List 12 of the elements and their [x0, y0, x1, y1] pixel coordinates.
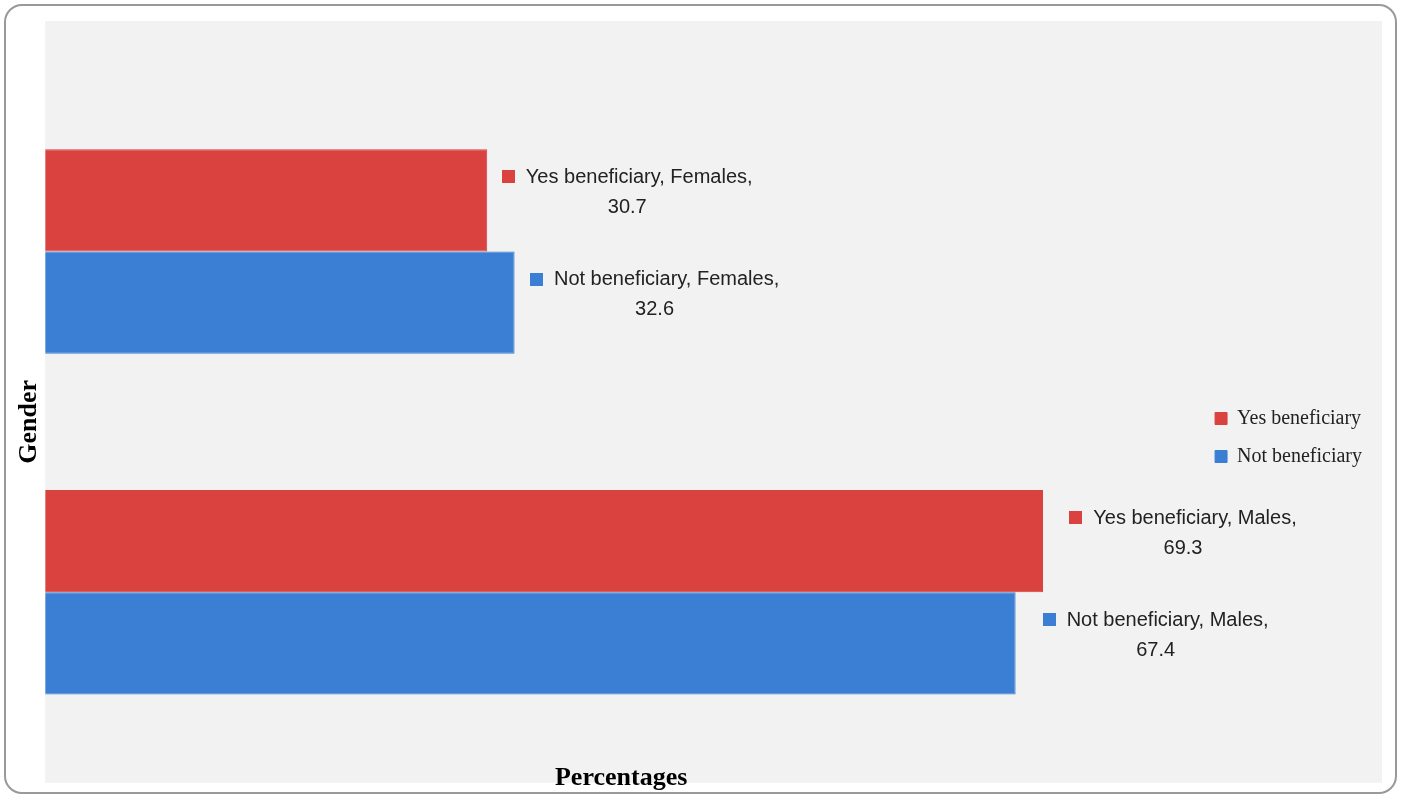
legend-label: Yes beneficiary: [1237, 405, 1362, 429]
legend-label: Not beneficiary: [1237, 443, 1363, 467]
bar: [45, 490, 1043, 593]
data-label: Not beneficiary, Females, 32.6: [553, 267, 780, 320]
data-label: Yes beneficiary, Males, 69.3: [1093, 505, 1297, 558]
bar: [45, 251, 515, 354]
data-label: Not beneficiary, Males, 67.4: [1066, 608, 1269, 660]
x-axis-title: Percentages: [554, 762, 688, 792]
bar: [45, 592, 1016, 695]
y-axis-title: Gender: [13, 380, 43, 464]
data-label: Yes beneficiary, Females, 30.7: [525, 164, 753, 217]
bar: [45, 149, 488, 252]
